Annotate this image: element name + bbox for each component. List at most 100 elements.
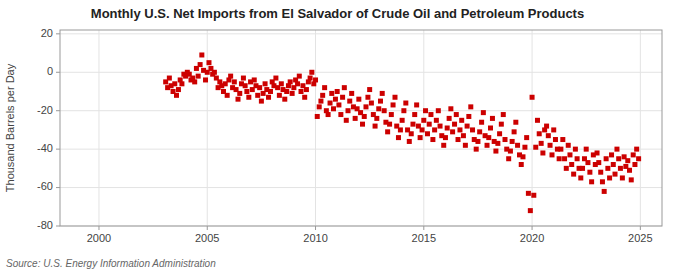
point [309,70,314,75]
point [353,116,358,121]
x-tick [98,226,99,230]
point [198,62,203,67]
x-grid-line [640,30,641,226]
point [206,60,211,65]
point [282,97,287,102]
point [609,152,614,157]
point [403,101,408,106]
point [488,126,493,131]
point [571,172,576,177]
point [347,99,352,104]
y-tick [56,149,60,150]
point [199,52,204,57]
y-tick-label: -60 [37,180,53,192]
point [378,99,383,104]
y-grid-line [60,33,662,34]
x-grid-line [207,30,208,226]
point [627,168,632,173]
y-grid-line [60,187,662,188]
y-tick [56,33,60,34]
point [448,106,453,111]
point [602,189,607,194]
point [367,87,372,92]
point [290,91,295,96]
point [362,114,367,119]
x-tick [315,226,316,230]
point [447,116,452,121]
point [329,91,334,96]
x-grid-line [315,30,316,226]
point [613,172,618,177]
point [604,156,609,161]
point [596,160,601,165]
point [241,76,246,81]
point [470,127,475,132]
point [501,112,506,117]
source-note: Source: U.S. Energy Information Administ… [6,258,216,269]
point [304,87,309,92]
point [634,147,639,152]
point [551,127,556,132]
point [322,85,327,90]
point [338,112,343,117]
point [531,193,536,198]
point [203,77,208,82]
point [512,129,517,134]
point [456,137,461,142]
point [326,112,331,117]
y-tick [56,226,60,227]
point [493,149,498,154]
y-tick-label: -20 [37,104,53,116]
point [573,147,578,152]
point [631,152,636,157]
point [475,139,480,144]
point [530,95,535,100]
point [297,74,302,79]
point [387,122,392,127]
point [212,70,217,75]
point [614,147,619,152]
point [243,83,248,88]
point [369,101,374,106]
point [237,91,242,96]
point [288,79,293,84]
point [346,108,351,113]
point [335,89,340,94]
point [428,112,433,117]
point [246,95,251,100]
point [515,143,520,148]
points [163,52,641,213]
point [497,131,502,136]
point [196,74,201,79]
point [409,131,414,136]
point [569,162,574,167]
title: Monthly U.S. Net Imports from El Salvado… [91,6,584,21]
y-tick-label: 0 [47,65,53,77]
point [380,91,385,96]
grid [60,30,662,226]
point [284,89,289,94]
point [549,152,554,157]
point [313,77,318,82]
x-tick-label: 2015 [412,232,436,244]
y-tick-label: -40 [37,142,53,154]
point [434,118,439,123]
point [486,135,491,140]
point [454,112,459,117]
point [625,158,630,163]
point [376,106,381,111]
point [436,108,441,113]
plot-area [60,30,662,226]
point [318,99,323,104]
y-grid-line [60,149,662,150]
point [373,124,378,129]
point [308,76,313,81]
point [495,141,500,146]
point [533,145,538,150]
point [396,135,401,140]
point [382,108,387,113]
point [600,179,605,184]
point [578,175,583,180]
x-tick-label: 2020 [520,232,544,244]
point [548,143,553,148]
